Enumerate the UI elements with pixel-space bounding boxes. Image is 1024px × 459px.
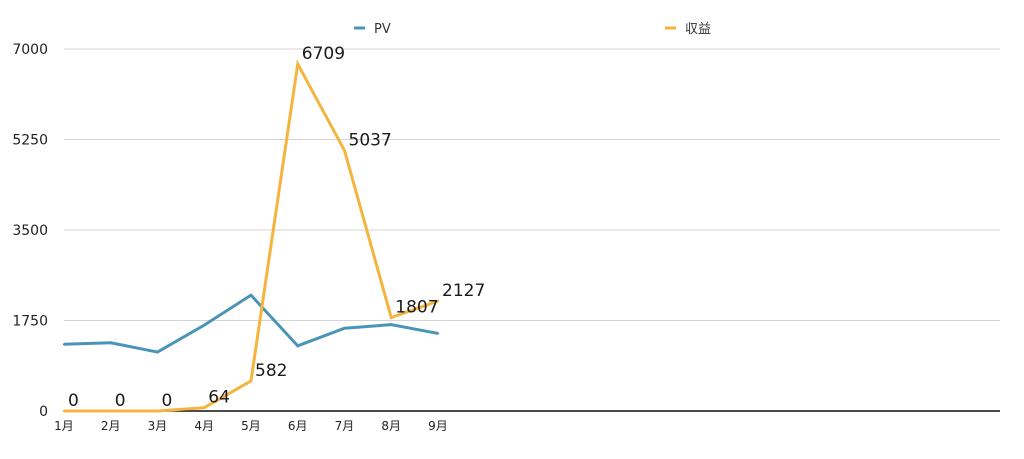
data-point <box>436 299 440 303</box>
data-point <box>156 409 159 413</box>
y-tick-label: 3500 <box>12 223 48 239</box>
x-tick-label: 3月 <box>148 419 168 433</box>
data-point <box>62 409 66 413</box>
y-tick-label: 1750 <box>12 314 48 330</box>
y-tick-label: 0 <box>39 404 48 420</box>
data-label: 0 <box>162 391 173 411</box>
data-point <box>109 341 112 344</box>
x-tick-label: 6月 <box>288 419 308 433</box>
x-axis-ticks: 1月 2月 3月 4月 5月 6月 7月 8月 9月 <box>54 419 448 433</box>
x-tick-label: 1月 <box>54 419 74 433</box>
data-point <box>109 409 112 413</box>
data-point <box>343 327 346 330</box>
x-tick-label: 2月 <box>101 419 121 433</box>
data-point <box>343 149 346 152</box>
series-lines <box>62 59 440 413</box>
data-label: 64 <box>208 388 230 408</box>
data-point <box>296 344 299 348</box>
data-point <box>203 323 206 327</box>
legend-label: 収益 <box>685 22 711 37</box>
data-label: 1807 <box>395 298 438 318</box>
data-label: 6709 <box>302 44 345 64</box>
x-tick-label: 8月 <box>381 419 401 433</box>
data-label: 582 <box>255 361 287 381</box>
data-point <box>296 62 299 66</box>
data-point <box>156 350 159 354</box>
data-label: 0 <box>68 391 79 411</box>
legend: PV 収益 <box>354 22 711 37</box>
data-label: 0 <box>115 391 126 411</box>
data-point <box>436 332 440 335</box>
x-tick-label: 4月 <box>194 419 214 433</box>
data-point <box>203 406 206 409</box>
y-axis-ticks: 0 1750 3500 5250 7000 <box>12 42 48 420</box>
legend-label: PV <box>374 22 391 37</box>
x-tick-label: 5月 <box>241 419 261 433</box>
series-line-0 <box>63 293 439 354</box>
data-label: 2127 <box>442 281 485 301</box>
series-line-1 <box>64 59 439 413</box>
x-tick-label: 9月 <box>428 419 448 433</box>
data-point <box>249 293 253 297</box>
data-point <box>249 379 253 383</box>
x-tick-label: 7月 <box>335 419 355 433</box>
data-point <box>62 343 66 346</box>
data-point <box>390 323 393 326</box>
grid-lines <box>64 48 1000 412</box>
y-tick-label: 5250 <box>12 133 48 149</box>
data-point <box>390 316 393 319</box>
y-tick-label: 7000 <box>12 42 48 58</box>
data-label: 5037 <box>349 131 392 151</box>
